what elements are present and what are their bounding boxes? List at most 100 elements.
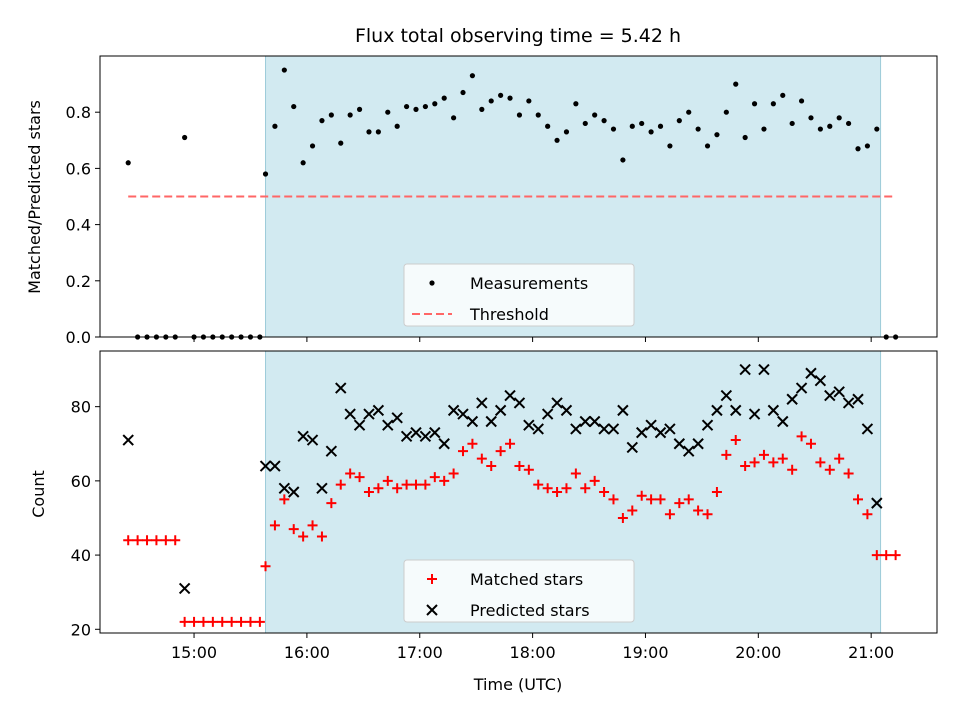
matched-stars-point — [401, 479, 412, 490]
measurements-point — [733, 81, 739, 87]
predicted-stars-point — [297, 430, 309, 443]
matched-stars-point — [589, 475, 600, 486]
measurements-point — [451, 115, 457, 121]
predicted-stars-point — [664, 423, 676, 435]
predicted-stars-point — [570, 423, 582, 435]
predicted-stars-point — [400, 430, 413, 443]
matched-stars-point — [711, 487, 722, 497]
matched-stars-point — [693, 505, 704, 516]
predicted-stars-point — [410, 426, 422, 439]
measurements-point — [516, 112, 523, 118]
measurements-point — [291, 103, 297, 110]
top-axes-frame — [99, 55, 938, 338]
predicted-stars-point — [711, 404, 723, 417]
measurements-point — [125, 160, 131, 166]
measurements-point — [309, 143, 316, 149]
matched-stars-point — [636, 490, 647, 501]
matched-stars-point — [179, 616, 190, 627]
matched-stars-point — [382, 475, 393, 486]
predicted-stars-point — [504, 389, 516, 402]
measurements-point — [836, 115, 842, 121]
predicted-stars-point — [842, 397, 855, 409]
measurements-point — [864, 143, 871, 149]
measurements-point — [413, 106, 419, 112]
matched-stars-point — [476, 453, 487, 464]
predicted-stars-point — [739, 363, 751, 376]
measurements-point — [808, 115, 814, 121]
matched-stars-point — [890, 550, 901, 561]
matched-stars-point — [123, 535, 134, 546]
legend-predicted-stars-label: Predicted stars — [470, 601, 590, 620]
bottom-axes-frame — [99, 350, 938, 634]
measurements-point — [347, 112, 353, 118]
matched-stars-point — [410, 479, 421, 490]
matched-stars-point — [702, 509, 713, 520]
measurements-point — [281, 67, 287, 73]
matched-stars-point — [514, 461, 525, 472]
matched-stars-point — [254, 616, 265, 627]
bottom-y-tick-label: 20 — [71, 620, 91, 639]
bottom-panel: 20 40 60 80 15:00 16:00 17:00 18:00 19:00 20:00 21… — [71, 350, 938, 662]
predicted-stars-point — [438, 438, 450, 450]
legend-matched-stars-marker — [427, 574, 437, 584]
measurements-point — [262, 171, 269, 177]
measurements-point — [770, 101, 776, 107]
bottom-x-tick-label: 16:00 — [284, 643, 330, 662]
measurements-point — [761, 126, 767, 132]
predicted-stars-point — [795, 382, 808, 394]
predicted-stars-point — [635, 426, 648, 439]
measurements-point — [648, 129, 654, 135]
measurements-point — [620, 157, 626, 163]
predicted-stars-point — [532, 423, 544, 435]
matched-stars-point — [740, 461, 751, 472]
measurements-point — [469, 73, 476, 79]
predicted-stars-point — [871, 497, 883, 509]
matched-stars-point — [260, 561, 271, 572]
predicted-stars-point — [833, 386, 845, 398]
chart-title: Flux total observing time = 5.42 h — [355, 25, 681, 47]
matched-stars-point — [608, 494, 619, 505]
matched-stars-point — [363, 487, 374, 497]
measurements-point — [676, 118, 682, 124]
legend-measurements-marker — [429, 280, 435, 286]
matched-stars-point — [523, 464, 534, 475]
matched-stars-point — [448, 468, 459, 479]
measurements-point — [394, 123, 400, 129]
measurements-point — [272, 123, 278, 129]
predicted-stars-point — [579, 415, 591, 428]
measurements-point — [789, 120, 795, 127]
predicted-stars-point — [560, 404, 573, 417]
predicted-stars-point — [429, 426, 441, 439]
predicted-stars-point — [767, 404, 780, 417]
predicted-stars-point — [344, 408, 356, 420]
top-y-tick-label: 0.0 — [66, 328, 91, 347]
predicted-stars-point — [645, 419, 657, 431]
measurements-point — [488, 98, 494, 104]
measurements-point — [422, 103, 428, 110]
top-panel: 0.0 0.2 0.4 0.6 0.8 Measurements Threshold — [66, 55, 938, 347]
measurements-point — [657, 123, 664, 129]
predicted-stars-point — [598, 423, 610, 435]
measurements-point — [714, 132, 720, 138]
bottom-legend — [403, 559, 635, 623]
matched-stars-point — [599, 487, 610, 497]
matched-stars-point — [316, 531, 327, 542]
matched-stars-point — [207, 616, 218, 627]
matched-stars-point — [768, 457, 779, 468]
measurements-point — [855, 146, 861, 152]
measurements-point — [385, 109, 391, 115]
predicted-stars-point — [720, 389, 733, 402]
predicted-stars-point — [748, 408, 761, 420]
predicted-stars-point — [617, 404, 629, 417]
predicted-stars-point — [269, 460, 281, 472]
measurements-point — [479, 106, 485, 112]
matched-stars-point — [664, 509, 675, 520]
predicted-stars-point — [494, 404, 507, 417]
predicted-stars-point — [447, 404, 460, 417]
predicted-stars-point — [852, 393, 864, 405]
legend-threshold-label: Threshold — [469, 305, 549, 324]
predicted-stars-point — [805, 367, 817, 379]
predicted-stars-point — [335, 382, 347, 394]
measurements-point — [845, 120, 852, 127]
predicted-stars-point — [419, 430, 432, 443]
